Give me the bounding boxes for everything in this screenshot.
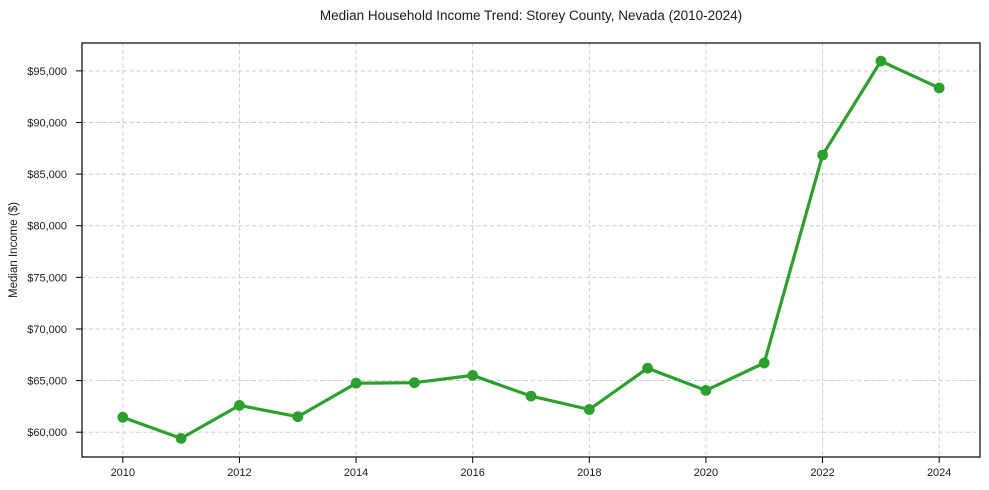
y-tick-label: $90,000 [27,117,67,129]
data-point-2023 [875,55,887,67]
data-point-2013 [292,411,304,423]
data-point-2020 [700,385,712,396]
x-tick-label: 2010 [111,467,135,479]
x-tick-label: 2016 [460,467,484,479]
data-point-2018 [583,404,595,415]
x-tick-label: 2022 [810,467,834,479]
data-point-2024 [933,82,945,94]
y-tick-label: $70,000 [27,324,67,336]
chart-title: Median Household Income Trend: Storey Co… [319,8,743,23]
gridlines [82,43,980,457]
data-point-2014 [350,377,362,389]
plot-frame [81,42,981,458]
x-tick-label: 2024 [927,467,951,479]
data-point-2011 [175,433,187,444]
data-point-2022 [817,149,828,161]
y-tick-label: $95,000 [27,66,67,78]
y-tick-label: $75,000 [27,272,67,284]
y-tick-label: $80,000 [27,221,67,233]
data-point-2021 [758,357,770,369]
income-trend-line [121,59,941,440]
data-point-2015 [409,377,420,389]
data-point-2012 [234,400,245,411]
data-point-2019 [642,362,653,374]
x-tick-label: 2012 [227,467,251,479]
data-point-2017 [525,390,537,402]
y-tick-label: $85,000 [27,169,67,181]
data-point-markers [117,55,945,444]
x-tick-label: 2018 [577,467,601,479]
data-point-2016 [467,370,479,381]
x-tick-label: 2020 [694,467,718,479]
y-tick-label: $60,000 [27,427,67,439]
y-tick-label: $65,000 [27,376,67,388]
x-tick-label: 2014 [344,467,368,479]
axis-ticks: $60,000 $65,000 $70,000 $75,000 $80,000 $85,0… [27,66,951,479]
data-point-2010 [117,411,129,423]
